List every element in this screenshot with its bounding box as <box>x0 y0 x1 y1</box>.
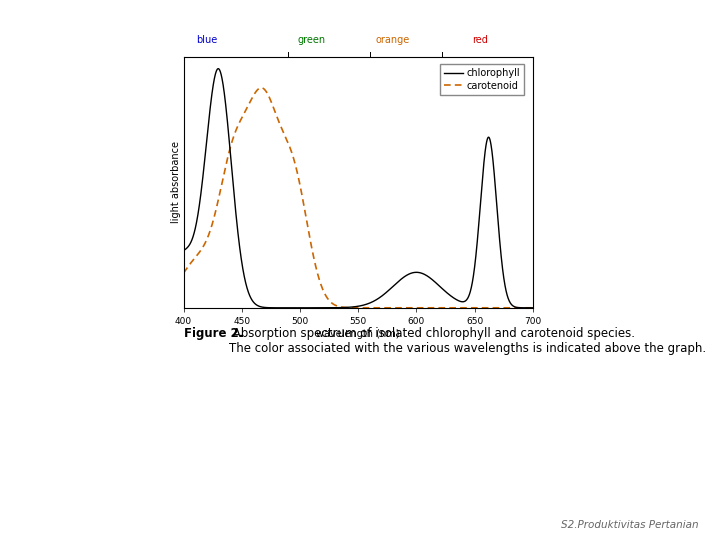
Text: green: green <box>297 36 325 45</box>
Text: blue: blue <box>197 36 217 45</box>
X-axis label: wavelength (nm): wavelength (nm) <box>317 329 400 339</box>
Text: Absorption spectrum of isolated chlorophyll and carotenoid species.
The color as: Absorption spectrum of isolated chloroph… <box>229 327 706 355</box>
Legend: chlorophyll, carotenoid: chlorophyll, carotenoid <box>440 64 524 94</box>
Text: Figure 2.: Figure 2. <box>184 327 243 340</box>
Y-axis label: light absorbance: light absorbance <box>171 141 181 223</box>
Text: orange: orange <box>376 36 410 45</box>
Text: S2.Produktivitas Pertanian: S2.Produktivitas Pertanian <box>561 520 698 530</box>
Text: red: red <box>472 36 488 45</box>
